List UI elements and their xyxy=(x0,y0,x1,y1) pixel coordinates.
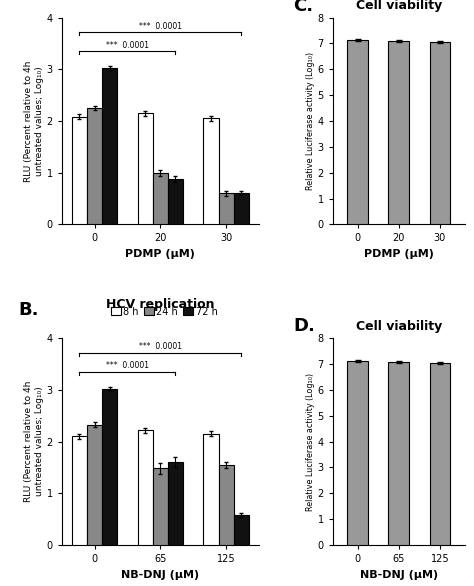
Bar xyxy=(168,179,183,224)
Y-axis label: RLU (Percent relative to 4h
untreated values; Log₁₀): RLU (Percent relative to 4h untreated va… xyxy=(24,381,44,502)
Bar xyxy=(102,68,117,224)
Title: Cell viability: Cell viability xyxy=(356,320,442,333)
Bar xyxy=(234,515,249,545)
Legend: 8 h, 24 h, 72 h: 8 h, 24 h, 72 h xyxy=(110,306,219,318)
Title: Cell viability: Cell viability xyxy=(356,0,442,12)
Text: ***  0.0001: *** 0.0001 xyxy=(106,40,149,50)
Bar xyxy=(347,40,368,224)
Text: D.: D. xyxy=(293,318,315,335)
X-axis label: NB-DNJ (μM): NB-DNJ (μM) xyxy=(360,570,438,580)
Bar xyxy=(102,389,117,545)
Text: C.: C. xyxy=(293,0,314,15)
Text: B.: B. xyxy=(18,301,39,319)
Bar xyxy=(153,468,168,545)
Text: ***  0.0001: *** 0.0001 xyxy=(139,22,182,30)
Bar xyxy=(429,42,450,224)
Bar xyxy=(234,193,249,224)
Text: ***  0.0001: *** 0.0001 xyxy=(106,361,149,370)
Bar xyxy=(153,173,168,224)
Text: ***  0.0001: *** 0.0001 xyxy=(139,342,182,351)
Title: HCV replication: HCV replication xyxy=(106,298,215,311)
Bar xyxy=(219,193,234,224)
Y-axis label: RLU (Percent relative to 4h
untreated values; Log₁₀): RLU (Percent relative to 4h untreated va… xyxy=(24,60,44,182)
Bar xyxy=(219,465,234,545)
Bar xyxy=(429,363,450,545)
X-axis label: PDMP (μM): PDMP (μM) xyxy=(364,249,434,259)
Bar xyxy=(203,434,219,545)
Bar xyxy=(389,41,409,224)
Bar xyxy=(203,118,219,224)
Bar xyxy=(87,424,102,545)
Bar xyxy=(72,437,87,545)
Bar xyxy=(87,108,102,224)
Y-axis label: Relative Luciferase activity (Log₁₀): Relative Luciferase activity (Log₁₀) xyxy=(306,373,315,510)
Bar xyxy=(389,362,409,545)
Y-axis label: Relative Luciferase activity (Log₁₀): Relative Luciferase activity (Log₁₀) xyxy=(306,52,315,190)
X-axis label: PDMP (μM): PDMP (μM) xyxy=(125,249,195,259)
Bar xyxy=(347,361,368,545)
X-axis label: NB-DNJ (μM): NB-DNJ (μM) xyxy=(121,570,200,580)
Bar xyxy=(168,462,183,545)
Bar xyxy=(137,430,153,545)
Bar xyxy=(72,117,87,224)
Bar xyxy=(137,113,153,224)
